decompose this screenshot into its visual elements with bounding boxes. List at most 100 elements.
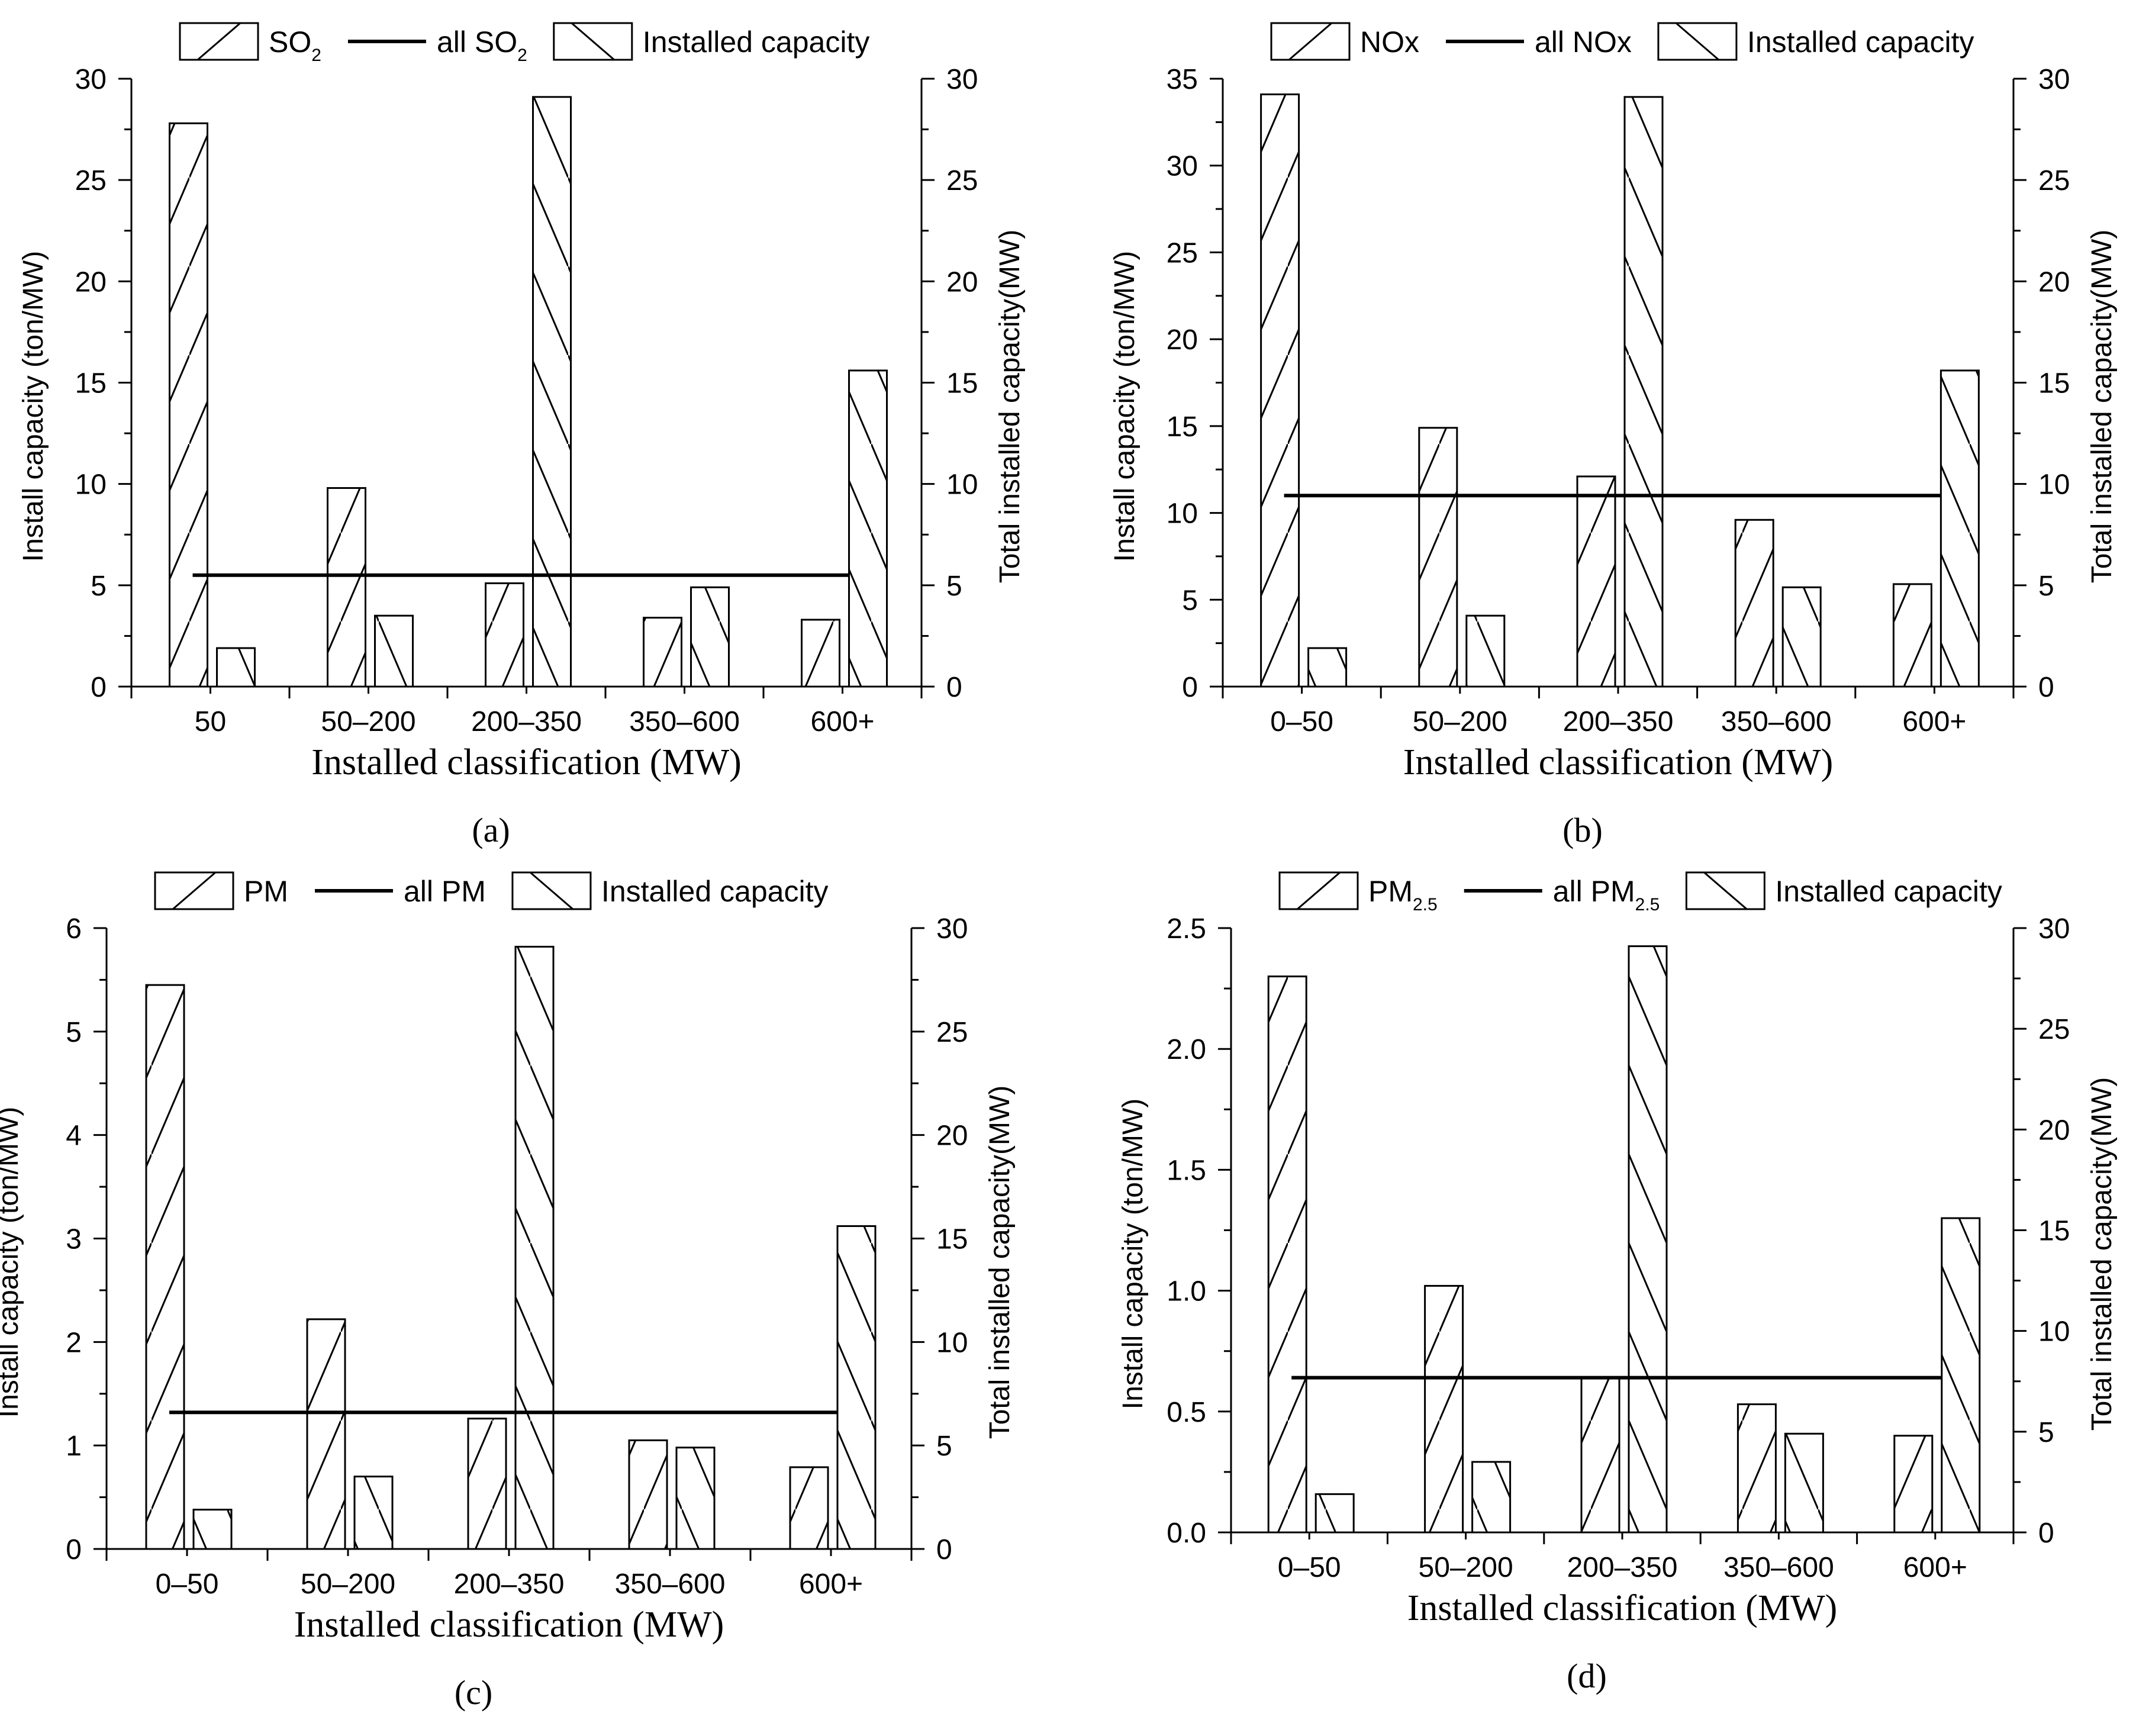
legend-label-average-subscript: 2.5 [1635, 895, 1660, 914]
legend: PM2.5 all PM2.5 Installed capacity [1278, 871, 2002, 914]
bar-emission-0 [145, 984, 185, 1550]
y-axis-title-left: Install capacity (ton/MW) [1117, 1099, 1149, 1409]
x-axis-title: Installed classification (MW) [294, 1605, 724, 1645]
category-label: 50–200 [321, 706, 415, 737]
bar-emission-4 [789, 1466, 829, 1550]
right-tick-label: 25 [936, 1017, 968, 1048]
left-tick-label: 2 [66, 1327, 82, 1358]
category-label: 200–350 [471, 706, 582, 737]
right-tick-label: 15 [2038, 368, 2070, 400]
category-label: 0–50 [1270, 706, 1333, 737]
category-label: 200–350 [1563, 706, 1674, 737]
right-tick-label: 30 [946, 64, 978, 95]
bar-emission-4 [801, 619, 840, 688]
left-tick-label: 0 [1182, 672, 1198, 703]
right-tick-label: 10 [2038, 1316, 2070, 1348]
y-axis-title-left: Install capacity (ton/MW) [1109, 251, 1140, 562]
bar-emission-2 [1580, 1377, 1620, 1534]
panel-caption: (c) [455, 1673, 492, 1712]
legend-label-emission: PM2.5 [1368, 875, 1438, 914]
legend-label-emission: SO2 [269, 25, 321, 65]
bar-capacity-4 [1941, 1217, 1981, 1534]
category-label: 200–350 [1567, 1552, 1678, 1583]
right-tick-label: 10 [946, 469, 978, 501]
right-tick-label: 5 [2038, 571, 2054, 602]
category-label: 600+ [1902, 706, 1966, 737]
bar-emission-0 [169, 122, 208, 688]
left-tick-label: 1.0 [1167, 1276, 1206, 1307]
category-label: 50–200 [1413, 706, 1507, 737]
right-tick-label: 30 [2038, 913, 2070, 945]
bar-emission-2 [1576, 475, 1616, 688]
bar-capacity-4 [848, 369, 888, 688]
category-label: 600+ [1903, 1552, 1967, 1583]
legend-label-average-main: all SO [437, 25, 517, 59]
left-tick-label: 10 [1167, 498, 1198, 530]
left-tick-label: 2.5 [1167, 913, 1206, 945]
right-tick-label: 15 [936, 1224, 968, 1255]
right-tick-label: 20 [946, 266, 978, 298]
legend-label-average: all SO2 [437, 25, 527, 65]
bar-emission-1 [1418, 427, 1458, 688]
chart-panel-c: 0 1 2 3 4 5 6 0 5 10 15 20 25 30 0–50 50–200 200–350 350–… [0, 871, 1016, 1712]
y-axis-title-left: Install capacity (ton/MW) [18, 251, 49, 562]
right-tick-label: 5 [946, 571, 962, 602]
bar-capacity-2 [514, 945, 555, 1550]
chart-panel-d: 0.0 0.5 1.0 1.5 2.0 2.5 0 5 10 15 20 25 30 0–50 50–200… [1117, 871, 2118, 1695]
legend-label-emission-main: PM [1368, 875, 1413, 908]
left-tick-label: 4 [66, 1120, 82, 1152]
left-tick-label: 30 [75, 64, 107, 95]
right-tick-label: 10 [936, 1327, 968, 1358]
bar-capacity-3 [690, 586, 730, 688]
legend-label-capacity-main: Installed capacity [1747, 25, 1974, 59]
left-tick-label: 0.0 [1167, 1518, 1206, 1549]
right-tick-label: 30 [936, 913, 968, 945]
bar-emission-0 [1267, 975, 1307, 1534]
panel-caption: (a) [472, 811, 510, 849]
category-label: 350–600 [615, 1568, 726, 1600]
left-tick-label: 0 [66, 1534, 82, 1566]
category-label: 600+ [810, 706, 874, 737]
panel-caption: (d) [1567, 1657, 1607, 1695]
bar-capacity-0 [192, 1509, 233, 1550]
right-tick-label: 25 [2038, 165, 2070, 197]
bar-capacity-3 [1784, 1432, 1824, 1534]
bar-capacity-1 [1471, 1461, 1512, 1534]
left-tick-label: 20 [1167, 324, 1198, 356]
left-tick-label: 25 [75, 165, 107, 197]
legend-swatch-emission-hatch [172, 871, 216, 910]
legend-label-emission-main: SO [269, 25, 311, 59]
bar-capacity-0 [1307, 647, 1348, 688]
right-tick-label: 0 [936, 1534, 952, 1566]
left-tick-label: 30 [1167, 151, 1198, 182]
right-tick-label: 25 [946, 165, 978, 197]
y-axis-title-right: Total installed capacity(MW) [2086, 230, 2118, 584]
bar-emission-3 [1734, 518, 1774, 688]
left-tick-label: 0 [91, 672, 107, 703]
x-axis-title: Installed classification (MW) [1407, 1588, 1838, 1628]
legend-swatch-capacity-hatch [1703, 871, 1748, 910]
bar-emission-3 [628, 1439, 668, 1550]
legend-label-capacity: Installed capacity [1747, 25, 1974, 59]
legend-swatch-capacity [553, 22, 633, 61]
right-tick-label: 25 [2038, 1014, 2070, 1045]
legend-label-capacity-main: Installed capacity [601, 875, 829, 908]
legend: PM all PM Installed capacity [154, 871, 829, 910]
left-tick-label: 1 [66, 1431, 82, 1462]
y-axis-title-left: Install capacity (ton/MW) [0, 1107, 24, 1418]
left-tick-label: 3 [66, 1224, 82, 1255]
legend-label-capacity: Installed capacity [601, 875, 829, 908]
bar-capacity-1 [374, 614, 414, 688]
left-tick-label: 5 [66, 1017, 82, 1048]
bar-emission-4 [1892, 583, 1932, 688]
category-label: 50–200 [301, 1568, 395, 1600]
right-tick-label: 30 [2038, 64, 2070, 95]
right-tick-label: 0 [946, 672, 962, 703]
category-label: 50–200 [1419, 1552, 1513, 1583]
category-label: 350–600 [1721, 706, 1832, 737]
right-tick-label: 0 [2038, 672, 2054, 703]
left-tick-label: 25 [1167, 237, 1198, 269]
panel-caption: (b) [1562, 811, 1603, 849]
bar-capacity-4 [836, 1225, 877, 1550]
left-tick-label: 2.0 [1167, 1034, 1206, 1065]
